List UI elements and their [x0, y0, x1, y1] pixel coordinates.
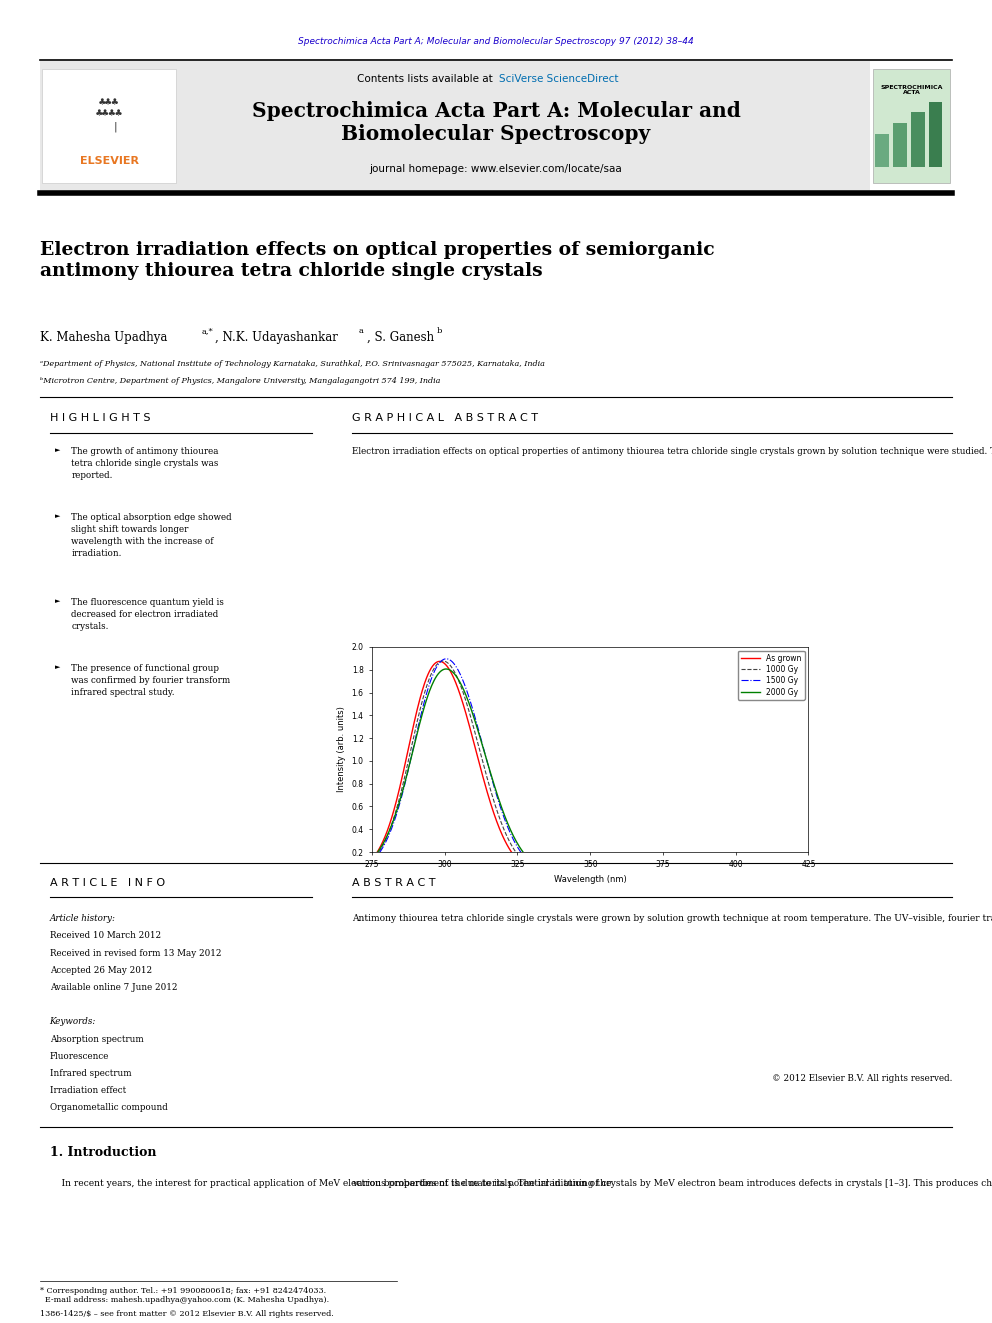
Text: Fluorescence: Fluorescence: [50, 1052, 109, 1061]
Text: 1386-1425/$ – see front matter © 2012 Elsevier B.V. All rights reserved.: 1386-1425/$ – see front matter © 2012 El…: [40, 1310, 333, 1318]
1500 Gy: [695, 867, 707, 882]
As grown: [434, 654, 445, 669]
1500 Gy: [444, 652, 456, 668]
Text: ♣♣♣
♣♣♣♣
  |: ♣♣♣ ♣♣♣♣ |: [95, 98, 123, 131]
Text: ►: ►: [55, 664, 60, 671]
Text: , N.K. Udayashankar: , N.K. Udayashankar: [215, 331, 338, 344]
Bar: [911, 112, 925, 167]
Legend: As grown, 1000 Gy, 1500 Gy, 2000 Gy: As grown, 1000 Gy, 1500 Gy, 2000 Gy: [738, 651, 805, 700]
Text: ►: ►: [55, 598, 60, 605]
Text: © 2012 Elsevier B.V. All rights reserved.: © 2012 Elsevier B.V. All rights reserved…: [772, 1074, 952, 1084]
1000 Gy: [436, 654, 448, 669]
Text: ᵇMicrotron Centre, Department of Physics, Mangalore University, Mangalagangotri : ᵇMicrotron Centre, Department of Physics…: [40, 377, 440, 385]
Bar: [42, 69, 176, 183]
Text: Contents lists available at: Contents lists available at: [357, 74, 496, 85]
Bar: [875, 134, 889, 167]
Line: 1000 Gy: 1000 Gy: [372, 662, 808, 875]
2000 Gy: [695, 867, 707, 882]
1000 Gy: [479, 762, 491, 778]
As grown: [444, 663, 456, 679]
As grown: [564, 867, 576, 882]
Text: Accepted 26 May 2012: Accepted 26 May 2012: [50, 966, 152, 975]
Text: Absorption spectrum: Absorption spectrum: [50, 1035, 144, 1044]
2000 Gy: [624, 867, 636, 882]
Text: , S. Ganesh: , S. Ganesh: [367, 331, 434, 344]
Bar: [929, 102, 942, 167]
1000 Gy: [659, 867, 671, 882]
Text: ELSEVIER: ELSEVIER: [79, 156, 139, 167]
2000 Gy: [564, 867, 576, 882]
Text: ᵃDepartment of Physics, National Institute of Technology Karnataka, Surathkal, P: ᵃDepartment of Physics, National Institu…: [40, 360, 545, 368]
Text: Available online 7 June 2012: Available online 7 June 2012: [50, 983, 178, 992]
Text: A R T I C L E   I N F O: A R T I C L E I N F O: [50, 878, 165, 889]
Text: The presence of functional group
was confirmed by fourier transform
infrared spe: The presence of functional group was con…: [71, 664, 231, 697]
2000 Gy: [444, 662, 456, 677]
Text: Keywords:: Keywords:: [50, 1017, 96, 1027]
1500 Gy: [366, 853, 378, 869]
Line: As grown: As grown: [372, 662, 808, 875]
Text: Spectrochimica Acta Part A: Molecular and
Biomolecular Spectroscopy: Spectrochimica Acta Part A: Molecular an…: [252, 101, 740, 144]
Text: various properties of the materials. The irradiation of crystals by MeV electron: various properties of the materials. The…: [352, 1179, 992, 1188]
Text: The optical absorption edge showed
slight shift towards longer
wavelength with t: The optical absorption edge showed sligh…: [71, 513, 232, 558]
X-axis label: Wavelength (nm): Wavelength (nm): [554, 875, 627, 884]
As grown: [479, 777, 491, 792]
Text: H I G H L I G H T S: H I G H L I G H T S: [50, 413, 150, 423]
Text: Electron irradiation effects on optical properties of antimony thiourea tetra ch: Electron irradiation effects on optical …: [352, 447, 992, 456]
Bar: [40, 61, 870, 191]
Line: 2000 Gy: 2000 Gy: [372, 669, 808, 875]
1000 Gy: [366, 853, 378, 869]
Text: ►: ►: [55, 513, 60, 520]
Text: ►: ►: [55, 447, 60, 454]
1500 Gy: [659, 867, 671, 882]
1500 Gy: [624, 867, 636, 882]
Text: Irradiation effect: Irradiation effect: [50, 1086, 126, 1095]
2000 Gy: [659, 867, 671, 882]
Text: * Corresponding author. Tel.: +91 9900800618; fax: +91 8242474033.
  E-mail addr: * Corresponding author. Tel.: +91 990080…: [40, 1287, 328, 1304]
1000 Gy: [695, 867, 707, 882]
1500 Gy: [440, 651, 452, 667]
2000 Gy: [440, 662, 452, 677]
Y-axis label: Intensity (arb. units): Intensity (arb. units): [337, 706, 346, 792]
Text: A B S T R A C T: A B S T R A C T: [352, 878, 435, 889]
Text: G R A P H I C A L   A B S T R A C T: G R A P H I C A L A B S T R A C T: [352, 413, 539, 423]
Text: Article history:: Article history:: [50, 914, 116, 923]
Text: Received in revised form 13 May 2012: Received in revised form 13 May 2012: [50, 949, 221, 958]
1000 Gy: [444, 658, 456, 673]
Line: 1500 Gy: 1500 Gy: [372, 659, 808, 875]
1000 Gy: [564, 867, 576, 882]
Text: journal homepage: www.elsevier.com/locate/saa: journal homepage: www.elsevier.com/locat…: [370, 164, 622, 175]
2000 Gy: [803, 867, 814, 882]
As grown: [366, 851, 378, 867]
Text: Spectrochimica Acta Part A; Molecular and Biomolecular Spectroscopy 97 (2012) 38: Spectrochimica Acta Part A; Molecular an…: [299, 37, 693, 46]
1500 Gy: [803, 867, 814, 882]
2000 Gy: [479, 746, 491, 762]
Bar: [873, 69, 950, 183]
Text: Antimony thiourea tetra chloride single crystals were grown by solution growth t: Antimony thiourea tetra chloride single …: [352, 914, 992, 923]
As grown: [659, 867, 671, 882]
As grown: [624, 867, 636, 882]
Text: Received 10 March 2012: Received 10 March 2012: [50, 931, 161, 941]
Text: In recent years, the interest for practical application of MeV electron bombardm: In recent years, the interest for practi…: [50, 1179, 611, 1188]
Text: Organometallic compound: Organometallic compound: [50, 1103, 168, 1113]
1500 Gy: [564, 867, 576, 882]
Text: Infrared spectrum: Infrared spectrum: [50, 1069, 131, 1078]
Text: The fluorescence quantum yield is
decreased for electron irradiated
crystals.: The fluorescence quantum yield is decrea…: [71, 598, 224, 631]
Text: SciVerse ScienceDirect: SciVerse ScienceDirect: [499, 74, 618, 85]
1000 Gy: [624, 867, 636, 882]
2000 Gy: [366, 851, 378, 867]
1000 Gy: [803, 867, 814, 882]
Text: a: a: [359, 327, 364, 335]
Text: The growth of antimony thiourea
tetra chloride single crystals was
reported.: The growth of antimony thiourea tetra ch…: [71, 447, 219, 480]
1500 Gy: [479, 746, 491, 762]
As grown: [695, 867, 707, 882]
As grown: [803, 867, 814, 882]
Text: b: b: [436, 327, 441, 335]
Text: a,*: a,*: [201, 327, 213, 335]
Text: Electron irradiation effects on optical properties of semiorganic
antimony thiou: Electron irradiation effects on optical …: [40, 241, 714, 279]
Text: K. Mahesha Upadhya: K. Mahesha Upadhya: [40, 331, 167, 344]
Text: 1. Introduction: 1. Introduction: [50, 1146, 156, 1159]
Text: SPECTROCHIMICA
ACTA: SPECTROCHIMICA ACTA: [880, 85, 943, 95]
Bar: [893, 123, 907, 167]
